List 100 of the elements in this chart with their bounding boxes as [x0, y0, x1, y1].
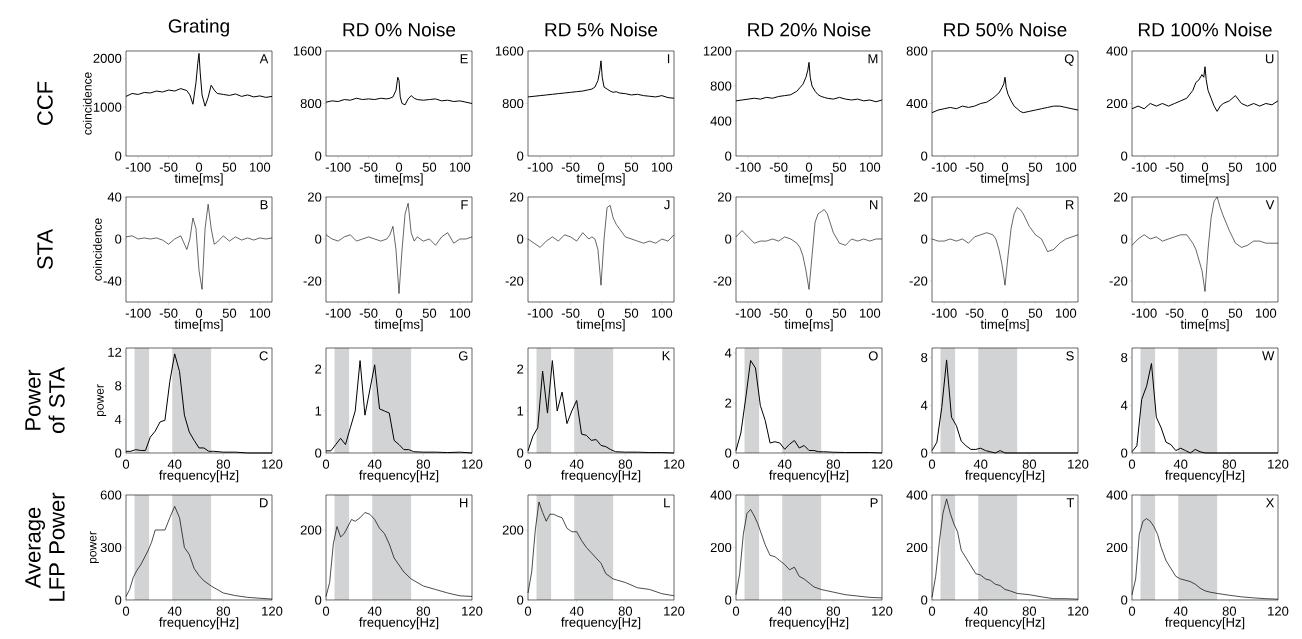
y-tick-label: -40	[103, 276, 122, 286]
x-tick-label: 50	[832, 162, 847, 172]
x-tick-label: 100	[1055, 308, 1077, 318]
annotation: M	[868, 54, 878, 64]
x-tick-label: 100	[449, 162, 471, 172]
x-tick-label: 0	[805, 308, 813, 318]
x-tick-label: 100	[1255, 162, 1277, 172]
x-tick-label: 0	[322, 606, 330, 616]
annotation: N	[870, 200, 878, 210]
y-tick-label: 0	[315, 234, 322, 244]
y-tick-label: 0	[921, 234, 928, 244]
x-tick-label: 100	[651, 162, 673, 172]
x-tick-label: 40	[1173, 459, 1188, 469]
x-axis-title: time[ms]	[576, 173, 625, 186]
annotation: T	[1066, 498, 1075, 508]
y-tick-label: -20	[1109, 276, 1128, 286]
y-tick-label: 1600	[293, 46, 322, 56]
x-tick-label: -50	[159, 162, 178, 172]
y-tick-label: 1	[517, 406, 524, 416]
x-tick-label: -50	[561, 162, 580, 172]
x-axis-title: time[ms]	[784, 319, 833, 332]
x-tick-label: -100	[931, 308, 957, 318]
y-tick-label: 400	[906, 490, 928, 500]
y-tick-label: 0	[315, 151, 322, 161]
y-tick-label: 0	[115, 151, 122, 161]
y-tick-label: 400	[1106, 46, 1128, 56]
annotation: I	[667, 54, 670, 64]
annotation: W	[1262, 351, 1275, 361]
x-tick-label: 50	[624, 308, 639, 318]
x-axis-title: frequency[Hz]	[561, 470, 641, 483]
x-axis-title: time[ms]	[374, 173, 423, 186]
x-tick-label: 40	[367, 459, 382, 469]
y-tick-label: 800	[300, 98, 322, 109]
x-tick-label: 50	[1028, 162, 1043, 172]
y-tick-label: 0	[517, 448, 524, 458]
y-tick-label: 20	[718, 192, 732, 202]
y-tick-label: 20	[914, 192, 928, 202]
y-tick-label: 0	[1121, 595, 1128, 605]
y-tick-label: 800	[906, 46, 928, 56]
annotation: F	[461, 200, 468, 210]
x-tick-label: -100	[325, 308, 351, 318]
y-tick-label: 400	[710, 116, 732, 126]
x-axis-title: time[ms]	[980, 173, 1029, 186]
x-tick-label: 0	[195, 162, 203, 172]
x-tick-label: -100	[125, 308, 151, 318]
chart-title: RD 50% Noise	[944, 22, 1067, 37]
annotation: C	[259, 351, 268, 361]
x-tick-label: 40	[973, 606, 988, 616]
x-axis-title: frequency[Hz]	[769, 470, 849, 483]
y-axis-title: coincidence	[82, 72, 92, 135]
x-tick-label: 120	[1268, 606, 1289, 616]
y-tick-label: 20	[510, 192, 524, 202]
x-tick-label: 120	[262, 606, 283, 616]
y-tick-label: 0	[725, 595, 732, 605]
x-tick-label: -50	[965, 308, 984, 318]
y-tick-label: 4	[920, 400, 928, 410]
x-tick-label: 40	[777, 606, 792, 616]
x-tick-label: 120	[664, 606, 685, 616]
x-tick-label: 0	[395, 308, 403, 318]
x-tick-label: 80	[1222, 606, 1237, 616]
y-tick-label: 1600	[495, 46, 524, 56]
annotation: V	[1265, 200, 1275, 210]
x-tick-label: -100	[735, 162, 761, 172]
y-tick-label: 0	[115, 234, 122, 244]
x-tick-label: 40	[569, 459, 584, 469]
y-tick-label: 200	[710, 542, 732, 553]
x-tick-label: 0	[122, 459, 130, 469]
x-tick-label: 100	[1255, 308, 1277, 318]
x-tick-label: 80	[618, 459, 633, 469]
chart-title: RD 0% Noise	[343, 22, 456, 37]
x-tick-label: 0	[805, 162, 813, 172]
x-tick-label: 40	[569, 606, 584, 616]
y-tick-label: 8	[115, 381, 122, 391]
x-tick-label: 120	[462, 459, 483, 469]
x-tick-label: 0	[597, 308, 605, 318]
y-tick-label: 400	[1106, 490, 1128, 500]
x-tick-label: 0	[1001, 308, 1009, 318]
y-tick-label: 0	[115, 448, 122, 458]
y-tick-label: 0	[517, 151, 524, 161]
y-tick-label: 0	[517, 234, 524, 244]
y-tick-label: 800	[710, 81, 732, 91]
x-tick-label: 40	[777, 459, 792, 469]
x-tick-label: -100	[325, 162, 351, 172]
x-tick-label: 120	[872, 606, 893, 616]
y-tick-label: 20	[1114, 192, 1128, 202]
y-tick-label: 40	[107, 192, 122, 202]
x-tick-label: 0	[597, 162, 605, 172]
x-axis-title: time[ms]	[174, 319, 223, 332]
x-tick-label: 0	[928, 606, 936, 616]
y-tick-label: 4	[724, 348, 732, 358]
x-tick-label: 0	[322, 459, 330, 469]
x-tick-label: 120	[1068, 459, 1089, 469]
text: CCF	[37, 81, 53, 125]
annotation: E	[460, 54, 468, 64]
y-tick-label: 0	[921, 448, 928, 458]
annotation: U	[1265, 54, 1274, 64]
x-tick-label: -50	[769, 162, 788, 172]
y-tick-label: 0	[1121, 234, 1128, 244]
y-tick-label: 300	[100, 542, 122, 553]
x-tick-label: 80	[826, 606, 841, 616]
